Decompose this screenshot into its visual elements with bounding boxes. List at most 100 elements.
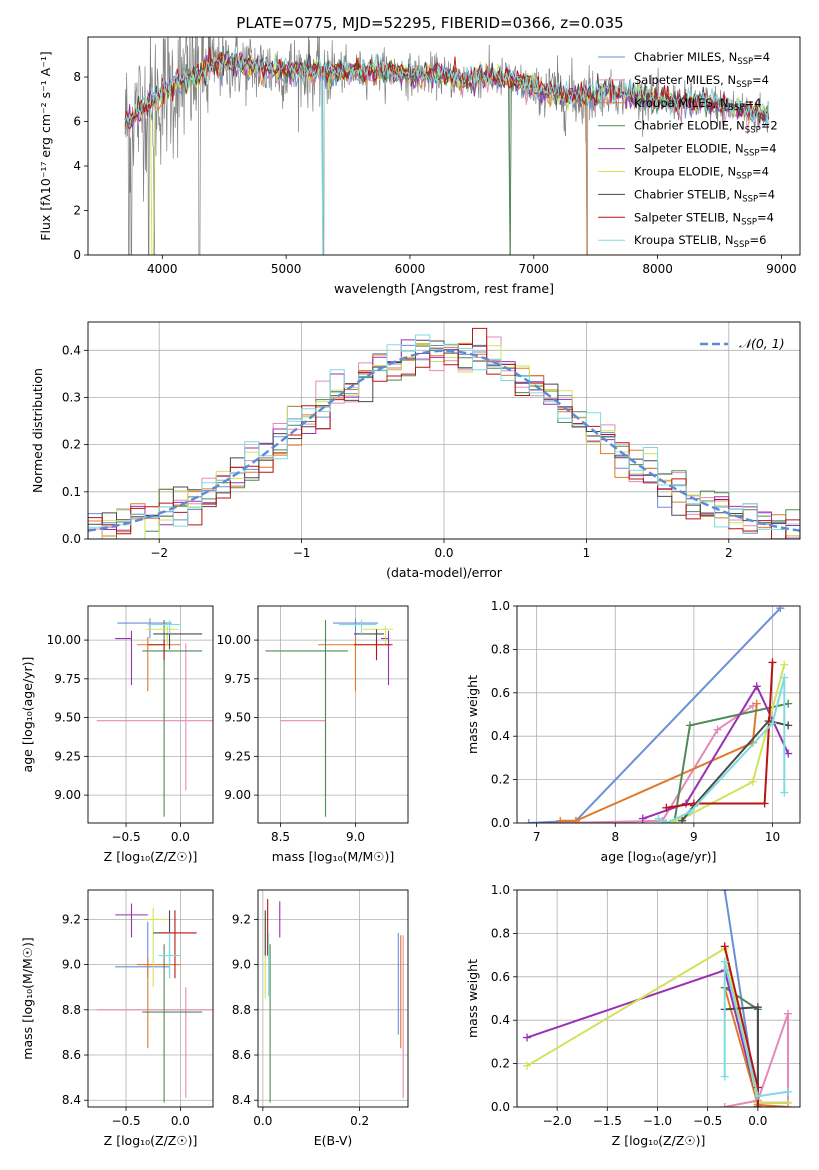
y-tick-label: 0.4 bbox=[62, 343, 81, 357]
y-tick-label: 8.4 bbox=[232, 1093, 251, 1107]
legend-label: Chabrier STELIB, NSSP=4 bbox=[634, 187, 775, 204]
axes-frame bbox=[257, 605, 409, 824]
y-tick-label: 0.1 bbox=[62, 485, 81, 499]
weight-point-marker bbox=[720, 942, 729, 951]
weight-point-marker bbox=[638, 814, 647, 823]
weight-point-marker bbox=[752, 682, 761, 691]
y-tick-label: 0 bbox=[73, 248, 81, 262]
y-axis-label: mass weight bbox=[465, 675, 480, 754]
weight-point-marker bbox=[783, 1098, 792, 1107]
weight-lines bbox=[523, 890, 792, 1107]
x-tick-label: 7000 bbox=[519, 262, 550, 276]
y-tick-label: 1.0 bbox=[491, 883, 510, 897]
y-tick-label: 10.00 bbox=[47, 633, 81, 647]
weight-point-marker bbox=[523, 1033, 532, 1042]
weight-point-marker bbox=[753, 1103, 762, 1107]
mass_vs_Z-panel: −0.5 0.0 8.4 8.6 8.8 9.0 9.2 Z [log₁₀(Z/Z☉)] mas… bbox=[20, 889, 214, 1148]
x-tick-label: 9.0 bbox=[346, 830, 365, 844]
weight-point-marker bbox=[662, 803, 671, 812]
weight-point-marker bbox=[748, 777, 757, 786]
y-tick-label: 10.00 bbox=[217, 633, 251, 647]
x-tick-label: 0.2 bbox=[350, 1114, 369, 1128]
x-tick-label: −1 bbox=[293, 546, 311, 560]
weight-point-marker bbox=[783, 1087, 792, 1096]
weight-point-marker bbox=[523, 1061, 532, 1070]
weight-series-line bbox=[724, 1013, 789, 1107]
y-tick-label: 0.2 bbox=[62, 438, 81, 452]
weight-point-marker bbox=[768, 658, 777, 667]
spectrum-panel: 4000 5000 6000 7000 8000 9000 0 2 4 6 8 wavelength … bbox=[38, 36, 801, 296]
axes-frame bbox=[516, 889, 801, 1108]
y-tick-label: 0.0 bbox=[491, 816, 510, 830]
x-tick-label: 0.0 bbox=[253, 1114, 272, 1128]
weight-point-marker bbox=[780, 788, 789, 797]
x-tick-label: 7 bbox=[533, 830, 541, 844]
y-tick-label: 8.4 bbox=[62, 1093, 81, 1107]
weight-point-marker bbox=[720, 1103, 729, 1107]
errorbars bbox=[96, 903, 213, 1103]
age_vs_mass-panel: 8.5 9.0 9.00 9.25 9.50 9.75 10.00 mass [log₁₀(M… bbox=[217, 605, 409, 864]
x-tick-label: 0.0 bbox=[171, 830, 190, 844]
x-axis-label: Z [log₁₀(Z/Z☉)] bbox=[104, 849, 198, 864]
x-tick-label: 10 bbox=[765, 830, 780, 844]
legend-label: Salpeter MILES, NSSP=4 bbox=[634, 73, 769, 90]
y-tick-label: 8.8 bbox=[232, 1003, 251, 1017]
y-tick-label: 6 bbox=[73, 115, 81, 129]
x-tick-label: 4000 bbox=[147, 262, 178, 276]
y-tick-label: 9.75 bbox=[224, 672, 251, 686]
weight-series-line bbox=[666, 662, 774, 809]
weight-point-marker bbox=[780, 660, 789, 669]
legend-label: Chabrier ELODIE, NSSP=2 bbox=[634, 119, 778, 136]
y-tick-label: 0.8 bbox=[491, 926, 510, 940]
model-spectrum-line bbox=[124, 46, 769, 122]
weight-series-line bbox=[560, 703, 758, 822]
x-tick-label: −0.5 bbox=[111, 830, 140, 844]
weight-series-line bbox=[528, 607, 782, 823]
y-tick-label: 9.50 bbox=[54, 711, 81, 725]
weight-series-line bbox=[560, 704, 754, 823]
y-tick-label: 9.25 bbox=[54, 749, 81, 763]
y-tick-label: 8.6 bbox=[232, 1048, 251, 1062]
y-tick-label: 9.00 bbox=[224, 788, 251, 802]
age_vs_Z-panel: −0.5 0.0 9.00 9.25 9.50 9.75 10.00 Z [log₁₀(Z/Z… bbox=[20, 605, 214, 864]
y-tick-label: 9.75 bbox=[54, 672, 81, 686]
legend-label: Chabrier MILES, NSSP=4 bbox=[634, 50, 770, 67]
y-tick-label: 8 bbox=[73, 70, 81, 84]
weight-point-marker bbox=[768, 719, 777, 728]
x-axis-label: (data-model)/error bbox=[386, 565, 503, 580]
y-tick-label: 2 bbox=[73, 204, 81, 218]
weight-point-marker bbox=[752, 699, 761, 708]
errorbars bbox=[264, 899, 404, 1103]
residual-histogram bbox=[88, 327, 800, 539]
weight-point-marker bbox=[720, 1072, 729, 1081]
x-tick-label: −1.0 bbox=[643, 1114, 672, 1128]
weight_vs_age-panel: 7 8 9 10 0.0 0.2 0.4 0.6 0.8 1.0 age [log₁₀(age/yr… bbox=[465, 599, 801, 864]
axes-frame bbox=[257, 889, 409, 1108]
observed-spectrum-line bbox=[124, 37, 770, 255]
mass_vs_ebv-panel: 0.0 0.2 8.4 8.6 8.8 9.0 9.2 E(B-V) bbox=[232, 889, 409, 1148]
y-tick-label: 9.0 bbox=[232, 958, 251, 972]
y-tick-label: 0.0 bbox=[491, 1100, 510, 1114]
weight-point-marker bbox=[784, 721, 793, 730]
y-axis-label: Normed distribution bbox=[30, 368, 45, 493]
x-axis-label: mass [log₁₀(M/M☉)] bbox=[272, 849, 394, 864]
y-tick-label: 8.8 bbox=[62, 1003, 81, 1017]
x-tick-label: 9 bbox=[690, 830, 698, 844]
weight-point-marker bbox=[720, 890, 729, 894]
weight_vs_Z-panel: −2.0 −1.5 −1.0 −0.5 0.0 0.0 0.2 0.4 0.6 0.8 1.0 Z [… bbox=[465, 883, 801, 1148]
weight-point-marker bbox=[689, 799, 698, 808]
x-axis-label: Z [log₁₀(Z/Z☉)] bbox=[104, 1133, 198, 1148]
weight-point-marker bbox=[753, 1092, 762, 1101]
x-tick-label: 8.5 bbox=[271, 830, 290, 844]
y-axis-label: mass [log₁₀(M/M☉)] bbox=[20, 937, 35, 1059]
y-tick-label: 0.2 bbox=[491, 1057, 510, 1071]
weight-point-marker bbox=[571, 816, 580, 823]
weight-point-marker bbox=[784, 749, 793, 758]
model-spectrum-line bbox=[124, 52, 769, 255]
weight-series-line bbox=[658, 677, 786, 823]
x-axis-label: wavelength [Angstrom, rest frame] bbox=[334, 281, 554, 296]
y-tick-label: 0.4 bbox=[491, 729, 510, 743]
x-tick-label: 0.0 bbox=[748, 1114, 767, 1128]
histogram-lines bbox=[88, 327, 800, 539]
